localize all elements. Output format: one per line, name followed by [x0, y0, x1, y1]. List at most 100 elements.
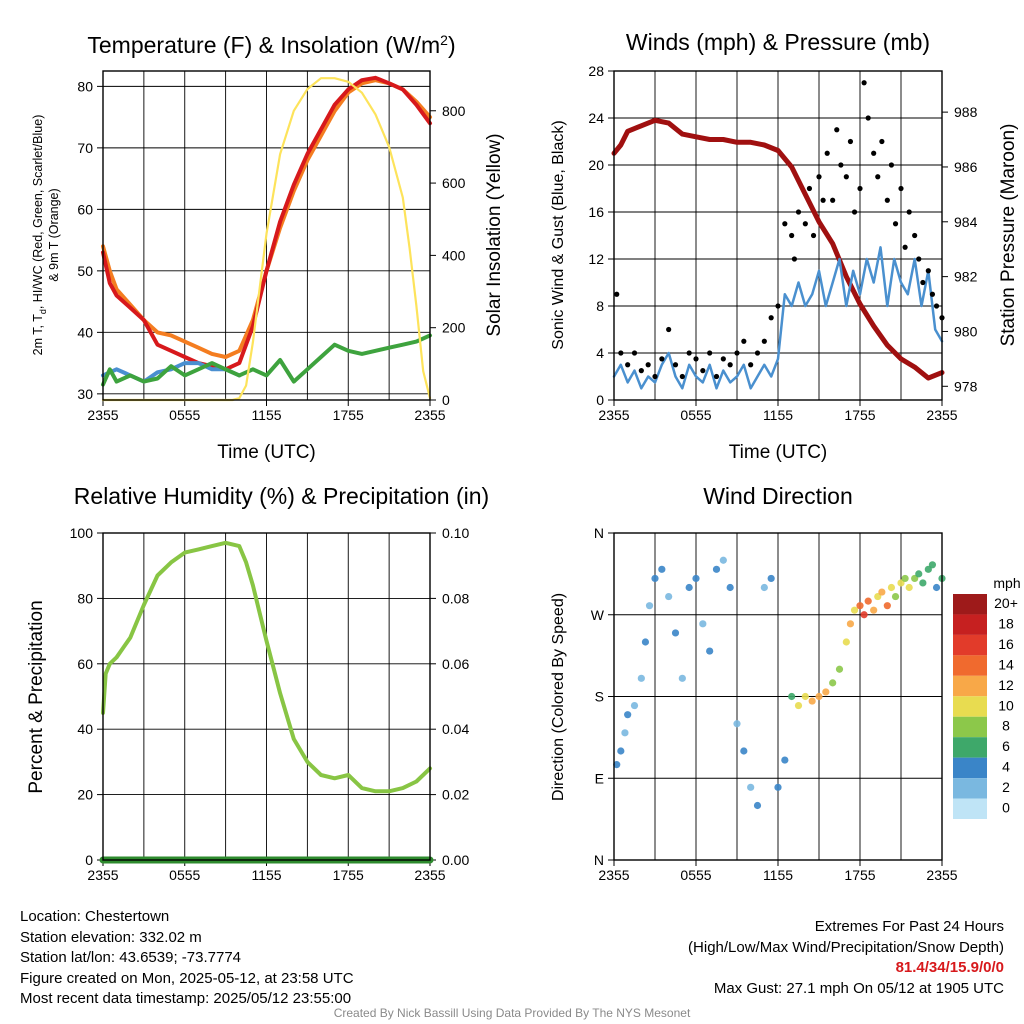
wdir-point	[621, 729, 629, 737]
wdir-legend-label: 4	[1002, 759, 1010, 775]
temp-series-heat_index	[101, 361, 242, 384]
wdir-legend-label: 8	[1002, 718, 1010, 734]
wdir-point	[835, 665, 844, 673]
gust-point	[843, 174, 849, 180]
wdir-point	[685, 583, 693, 592]
temp-ytick-label: 40	[77, 324, 93, 340]
wdir-point	[919, 579, 927, 587]
temp-xtick-label: 2355	[414, 407, 445, 423]
wdir-point	[637, 674, 645, 682]
rh-ytick-label: 20	[77, 787, 93, 803]
wdir-point	[878, 588, 886, 596]
wdir-point	[692, 574, 700, 583]
wind-y2tick-label: 984	[954, 214, 978, 230]
wdir-point	[645, 602, 654, 610]
gust-point	[824, 150, 830, 156]
wdir-point	[788, 692, 796, 701]
gust-point	[806, 185, 813, 192]
gust-point	[631, 350, 638, 356]
wdir-legend-label: 6	[1002, 738, 1010, 754]
wdir-point	[794, 701, 803, 710]
gust-point	[795, 209, 802, 215]
rh-ytick-label: 100	[70, 525, 94, 541]
location-text: Location: Chestertown	[20, 908, 170, 925]
wdir-xtick-label: 1155	[763, 867, 793, 883]
wdir-point	[665, 592, 673, 601]
temp-ytick-label: 80	[77, 78, 93, 94]
wind-y2tick-label: 978	[954, 378, 978, 394]
created-text: Figure created on Mon, 2025-05-12, at 23…	[20, 969, 354, 987]
wdir-legend-swatch	[953, 655, 987, 676]
rh-ytick-label: 40	[77, 721, 93, 737]
temp-ytick-label: 50	[77, 263, 93, 279]
temp-xtick-label: 2355	[87, 407, 118, 423]
temp-ylabel-sub: d	[38, 309, 48, 314]
wdir-point	[774, 783, 782, 791]
wdir-legend-swatch	[953, 716, 987, 738]
gust-point	[802, 221, 808, 227]
gust-point	[614, 291, 620, 297]
gust-point	[820, 197, 826, 203]
wdir-point	[850, 606, 859, 614]
wdir-point	[658, 565, 666, 573]
wind-title: Winds (mph) & Pressure (mb)	[626, 29, 930, 55]
wdir-point	[712, 565, 721, 573]
wind-ylabel: Sonic Wind & Gust (Blue, Black)	[550, 120, 567, 349]
wind-ytick-label: 0	[596, 392, 604, 408]
rh-y2tick-label: 0.00	[442, 852, 469, 868]
temp-xlabel: Time (UTC)	[217, 442, 316, 463]
extremes-values: 81.4/34/15.9/0/0	[895, 959, 1004, 976]
wdir-xtick-label: 1755	[844, 867, 875, 883]
gust-point	[857, 185, 863, 192]
wdir-ylabel: Direction (Colored By Speed)	[550, 593, 567, 801]
wind-xtick-label: 2355	[926, 407, 957, 423]
temp-y2label: Solar Insolation (Yellow)	[484, 133, 505, 336]
temp-series-temp_2m	[101, 75, 432, 372]
rh-xtick-label: 2355	[87, 867, 118, 883]
temp-title: Temperature (F) & Insolation (W/m2)	[87, 32, 455, 58]
gust-point	[865, 115, 871, 121]
gust-point	[713, 373, 720, 380]
rh-y2tick-label: 0.02	[442, 787, 469, 803]
wdir-legend-label: 20+	[994, 595, 1018, 611]
gust-point	[929, 291, 936, 297]
temp-ylabel-rest: , HI/WC (Red, Green, Scarlet/Blue)	[31, 115, 45, 310]
gust-point	[734, 350, 740, 356]
wdir-point	[915, 570, 923, 578]
temp-xtick-label: 0555	[169, 407, 200, 423]
rh-ytick-label: 60	[77, 656, 93, 672]
gust-point	[933, 303, 940, 309]
wind-ytick-label: 28	[588, 63, 604, 79]
gust-point	[782, 221, 788, 227]
gust-point	[748, 362, 754, 368]
wdir-legend-swatch	[953, 594, 987, 615]
temp-ytick-label: 70	[77, 140, 93, 156]
gust-point	[638, 368, 644, 374]
gust-point	[830, 197, 836, 203]
gust-point	[920, 279, 926, 286]
wdir-point	[815, 692, 823, 701]
gust-point	[902, 244, 908, 250]
gust-point	[871, 150, 877, 156]
gust-point	[925, 268, 931, 274]
wdir-point	[846, 620, 855, 628]
wdir-legend-swatch	[953, 798, 987, 819]
gust-point	[898, 185, 904, 192]
gust-point	[861, 80, 867, 86]
wdir-point	[822, 688, 830, 696]
wdir-legend-swatch	[953, 696, 987, 717]
gust-point	[892, 221, 899, 227]
gust-point	[625, 362, 631, 368]
wind-series-pressure	[611, 117, 945, 381]
gust-point	[851, 209, 858, 215]
wdir-point	[891, 592, 900, 601]
wdir-point	[678, 674, 686, 682]
wdir-point	[842, 638, 850, 646]
gust-point	[761, 338, 767, 344]
rh-series-humidity	[101, 540, 432, 794]
temp-title-end: )	[448, 32, 456, 58]
gust-point	[879, 138, 885, 145]
gust-point	[672, 362, 679, 368]
wdir-legend-label: 12	[998, 677, 1014, 693]
